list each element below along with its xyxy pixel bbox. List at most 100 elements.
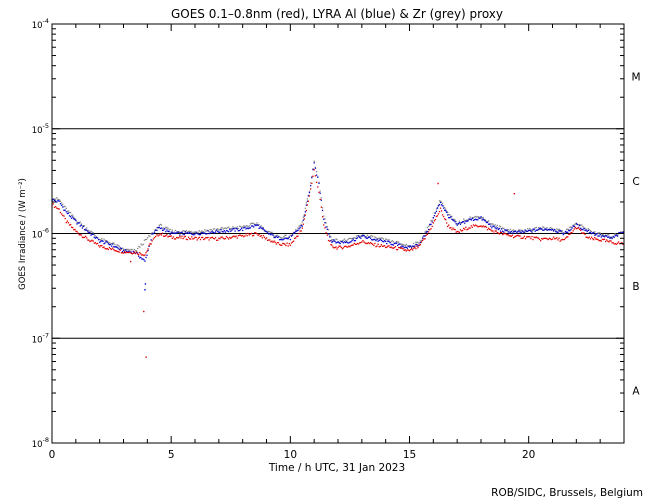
data-point xyxy=(552,230,555,232)
data-point xyxy=(466,219,468,221)
data-point xyxy=(92,240,94,242)
data-point xyxy=(549,226,552,229)
data-point xyxy=(115,250,117,252)
data-point xyxy=(458,231,461,233)
data-point xyxy=(544,237,546,240)
data-point xyxy=(452,219,454,221)
data-point xyxy=(390,241,392,243)
data-point xyxy=(449,227,451,229)
data-point xyxy=(388,245,390,247)
data-point xyxy=(165,230,167,233)
data-point xyxy=(118,245,120,247)
data-point xyxy=(447,211,449,214)
data-point xyxy=(117,250,119,253)
data-point xyxy=(203,238,205,241)
data-point xyxy=(56,201,58,203)
data-point xyxy=(518,230,520,232)
data-point xyxy=(477,216,479,218)
data-point xyxy=(375,237,377,239)
data-point xyxy=(576,223,579,226)
data-point xyxy=(360,235,362,237)
data-point xyxy=(192,233,194,236)
data-point xyxy=(308,195,311,197)
data-point xyxy=(497,232,500,234)
data-point xyxy=(246,225,248,227)
data-point xyxy=(330,243,332,246)
data-point xyxy=(102,246,104,249)
data-point xyxy=(142,254,144,256)
data-point xyxy=(400,247,402,249)
data-point xyxy=(390,243,392,246)
data-point xyxy=(260,235,262,237)
data-point xyxy=(144,260,146,262)
data-point xyxy=(141,254,143,256)
data-point xyxy=(485,221,488,224)
data-point xyxy=(277,236,280,238)
data-point xyxy=(144,283,147,285)
data-point xyxy=(385,238,387,240)
data-point xyxy=(347,238,349,241)
data-point xyxy=(217,228,219,230)
data-point xyxy=(573,225,575,228)
data-point xyxy=(301,221,303,223)
data-point xyxy=(391,247,393,249)
data-point xyxy=(473,219,476,221)
data-point xyxy=(615,234,618,236)
data-point xyxy=(386,238,388,241)
data-point xyxy=(179,234,181,236)
data-point xyxy=(422,236,424,238)
data-point xyxy=(622,243,624,245)
data-point xyxy=(196,232,198,234)
data-point xyxy=(329,236,331,238)
data-point xyxy=(294,237,296,240)
data-point xyxy=(60,204,63,206)
data-point xyxy=(204,238,206,240)
data-point xyxy=(490,225,492,227)
data-point xyxy=(112,247,114,249)
data-point xyxy=(467,220,469,222)
data-point xyxy=(101,245,103,247)
data-point xyxy=(168,235,170,238)
data-point xyxy=(327,229,330,231)
chart-title: GOES 0.1–0.8nm (red), LYRA Al (blue) & Z… xyxy=(171,7,503,21)
data-point xyxy=(206,233,208,235)
data-point xyxy=(509,235,511,237)
data-point xyxy=(148,245,150,248)
data-point xyxy=(360,237,362,239)
data-point xyxy=(381,240,384,242)
data-point xyxy=(120,252,123,254)
data-point xyxy=(237,227,240,230)
data-point xyxy=(178,231,180,233)
data-point xyxy=(339,245,341,247)
data-point xyxy=(378,237,380,239)
data-point xyxy=(312,168,314,171)
data-point xyxy=(346,246,348,248)
data-point xyxy=(299,227,301,229)
data-point xyxy=(499,230,502,232)
data-point xyxy=(262,228,265,230)
data-point xyxy=(126,250,128,253)
data-point xyxy=(127,248,129,250)
data-point xyxy=(451,215,453,218)
data-point xyxy=(522,237,524,239)
data-point xyxy=(448,224,450,226)
data-point xyxy=(53,206,56,209)
data-point xyxy=(156,234,158,236)
data-point xyxy=(607,236,609,238)
data-point xyxy=(456,230,458,233)
data-point xyxy=(403,244,405,246)
data-point xyxy=(590,230,593,233)
data-point xyxy=(195,231,197,233)
data-point xyxy=(121,251,124,253)
data-point xyxy=(67,210,70,212)
data-point xyxy=(374,242,376,245)
data-point xyxy=(359,235,361,238)
data-point xyxy=(569,233,571,235)
data-point xyxy=(447,225,449,228)
data-point xyxy=(621,232,623,234)
data-point xyxy=(528,229,530,232)
data-point xyxy=(401,243,403,245)
data-point xyxy=(224,227,227,229)
data-point xyxy=(398,241,400,243)
data-point xyxy=(559,230,561,233)
